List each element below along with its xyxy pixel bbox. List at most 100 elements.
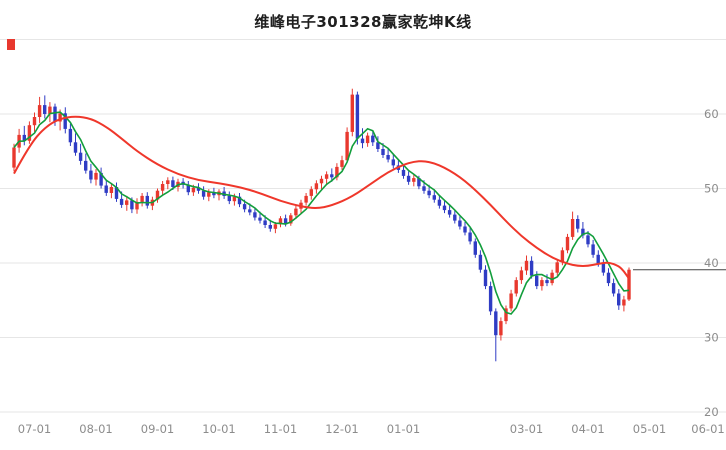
x-axis-label: 10-01 [202, 422, 235, 436]
candle-body [488, 286, 493, 312]
candle-body [365, 135, 370, 144]
candle-body [442, 205, 447, 211]
candle-body [145, 195, 149, 206]
candle-body [32, 117, 37, 126]
candle-body [304, 195, 308, 203]
candle-body [406, 175, 411, 182]
candle-body [253, 212, 257, 218]
candle-body [601, 263, 606, 273]
candle-body [545, 280, 549, 284]
candle-body [196, 187, 201, 191]
candle-body [330, 174, 334, 178]
x-axis-label: 03-01 [510, 422, 543, 436]
candle-body [611, 283, 616, 294]
x-axis-label: 01-01 [387, 422, 420, 436]
candle-body [412, 178, 416, 182]
candle-body [186, 184, 190, 193]
candle-body [371, 135, 375, 143]
candle-body [519, 270, 524, 281]
candle-body [591, 244, 595, 255]
candle-body [565, 236, 570, 251]
candle-body [360, 138, 365, 144]
candle-body [355, 94, 360, 139]
candle-body [212, 192, 216, 196]
candle-body [447, 210, 452, 215]
candle-body [499, 321, 503, 336]
candle-body [140, 195, 144, 202]
candle-body [437, 199, 442, 206]
candle-body [524, 260, 529, 271]
candle-body [125, 200, 129, 205]
candle-body [258, 217, 262, 221]
candle-body [27, 125, 32, 141]
candle-body [483, 269, 488, 287]
candle-body [278, 218, 283, 225]
candle-body [494, 311, 498, 336]
candle-body [171, 180, 175, 187]
candle-body [89, 170, 93, 180]
y-axis-label: 50 [704, 182, 719, 196]
candle-body [596, 254, 600, 264]
candle-body [458, 220, 462, 227]
candle-body [309, 189, 313, 196]
x-axis-label: 07-01 [18, 422, 51, 436]
candle-body [12, 147, 16, 168]
candle-body [99, 172, 103, 186]
candle-body [207, 192, 211, 197]
x-axis-label: 04-01 [571, 422, 604, 436]
candle-body [514, 280, 518, 294]
candle-body [555, 262, 559, 273]
ma-slow-line [13, 115, 630, 280]
candle-body [114, 187, 119, 199]
y-axis-label: 60 [704, 107, 719, 121]
candle-body [376, 142, 380, 149]
candle-body [324, 174, 329, 179]
candle-body [581, 228, 585, 236]
candle-body [63, 113, 67, 129]
candle-body [350, 94, 354, 132]
candle-body [345, 131, 349, 161]
x-axis-label: 11-01 [264, 422, 297, 436]
candle-body [570, 219, 575, 237]
candle-body [386, 155, 390, 160]
candle-body [294, 208, 298, 216]
candle-body [473, 241, 477, 255]
candle-body [248, 209, 252, 213]
candle-body [335, 166, 339, 178]
candle-body [453, 214, 457, 221]
candle-body [130, 200, 134, 210]
candle-body [73, 142, 78, 153]
candle-body [432, 195, 436, 200]
chart-title: 维峰电子301328赢家乾坤K线 [254, 13, 472, 31]
candle-body [166, 180, 170, 184]
candle-body [468, 232, 472, 242]
y-axis-label: 20 [704, 405, 719, 419]
candles [12, 88, 631, 362]
candle-body [135, 201, 139, 210]
candle-body [422, 186, 426, 191]
candle-body [283, 218, 288, 224]
candle-body [201, 190, 206, 197]
candle-body [550, 272, 554, 284]
candle-body [191, 187, 196, 193]
candle-body [381, 149, 385, 155]
x-axis-label: 09-01 [141, 422, 174, 436]
candle-body [268, 225, 272, 229]
x-axis-label: 06-01 [691, 422, 724, 436]
candle-body [606, 272, 611, 284]
candle-body [119, 198, 124, 205]
candle-body [237, 196, 242, 205]
x-axis-label: 08-01 [79, 422, 112, 436]
candle-body [84, 160, 88, 171]
candle-body [53, 106, 57, 122]
candle-body [273, 224, 278, 229]
candle-body [576, 219, 580, 229]
y-axis-label: 40 [704, 256, 719, 270]
candle-body [232, 196, 237, 202]
ma-fast-line [13, 111, 630, 315]
candle-body [227, 195, 231, 202]
candle-body [160, 184, 165, 191]
candle-body [535, 275, 539, 287]
